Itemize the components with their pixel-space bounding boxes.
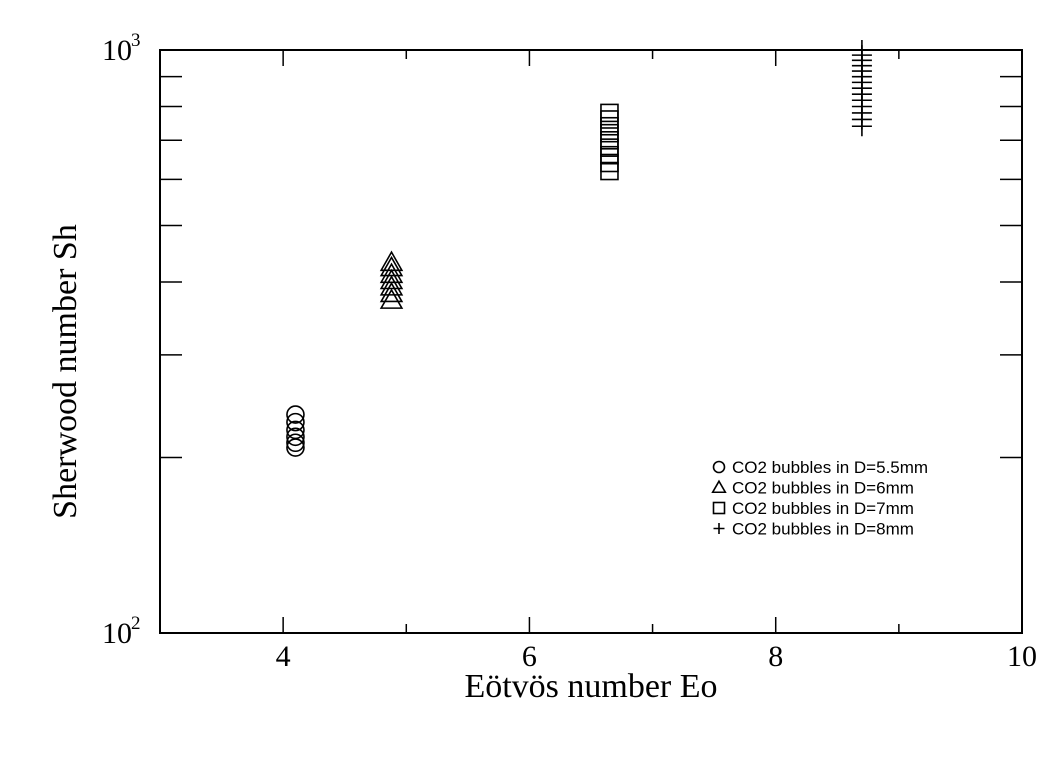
y-tick-label-base: 10	[102, 34, 132, 67]
y-tick-label: 10 2	[102, 613, 141, 650]
data-point	[600, 103, 619, 123]
data-point	[379, 275, 404, 296]
legend-marker	[713, 523, 725, 534]
data-points	[286, 40, 872, 457]
y-axis-title: Sherwood number Sh	[47, 224, 84, 519]
data-point	[286, 412, 305, 432]
data-point	[286, 438, 305, 457]
data-point	[286, 405, 305, 424]
x-tick-label: 6	[522, 640, 537, 673]
legend-marker	[712, 460, 726, 474]
y-tick-label: 10 3	[102, 30, 141, 67]
axis-ticks	[159, 49, 1023, 634]
y-tick-label-base: 10	[102, 617, 132, 650]
data-point	[379, 288, 404, 309]
series-square	[600, 103, 619, 181]
x-tick-label: 8	[768, 640, 783, 673]
legend-item: CO2 bubbles in D=6mm	[711, 479, 914, 498]
legend-label: CO2 bubbles in D=8mm	[732, 520, 914, 539]
legend-label: CO2 bubbles in D=5.5mm	[732, 458, 928, 477]
y-tick-label-exponent: 2	[131, 613, 141, 634]
data-point	[286, 433, 305, 453]
legend-item: CO2 bubbles in D=5.5mm	[712, 458, 928, 477]
legend-label: CO2 bubbles in D=6mm	[732, 479, 914, 498]
plot-frame	[159, 49, 1023, 634]
data-point	[851, 40, 872, 60]
series-circle	[286, 405, 305, 457]
data-point	[286, 427, 305, 447]
legend-item: CO2 bubbles in D=8mm	[713, 520, 914, 539]
x-tick-label: 4	[276, 640, 291, 673]
data-point	[286, 420, 305, 440]
series-plus	[851, 40, 872, 137]
data-point	[379, 262, 404, 284]
data-point	[379, 268, 404, 290]
legend-marker	[711, 479, 727, 494]
x-axis-title: Eötvös number Eo	[464, 668, 717, 705]
series-triangle	[379, 250, 404, 309]
legend-marker	[712, 501, 726, 515]
legend-label: CO2 bubbles in D=7mm	[732, 499, 914, 518]
y-tick-label-exponent: 3	[131, 30, 141, 51]
x-tick-labels: 4 6 8 10	[276, 640, 1037, 673]
data-point	[379, 250, 404, 272]
data-point	[379, 255, 404, 277]
legend-item: CO2 bubbles in D=7mm	[712, 499, 914, 518]
data-point	[379, 281, 404, 303]
legend: CO2 bubbles in D=5.5mm CO2 bubbles in D=6…	[711, 458, 928, 539]
x-tick-label: 10	[1007, 640, 1037, 673]
